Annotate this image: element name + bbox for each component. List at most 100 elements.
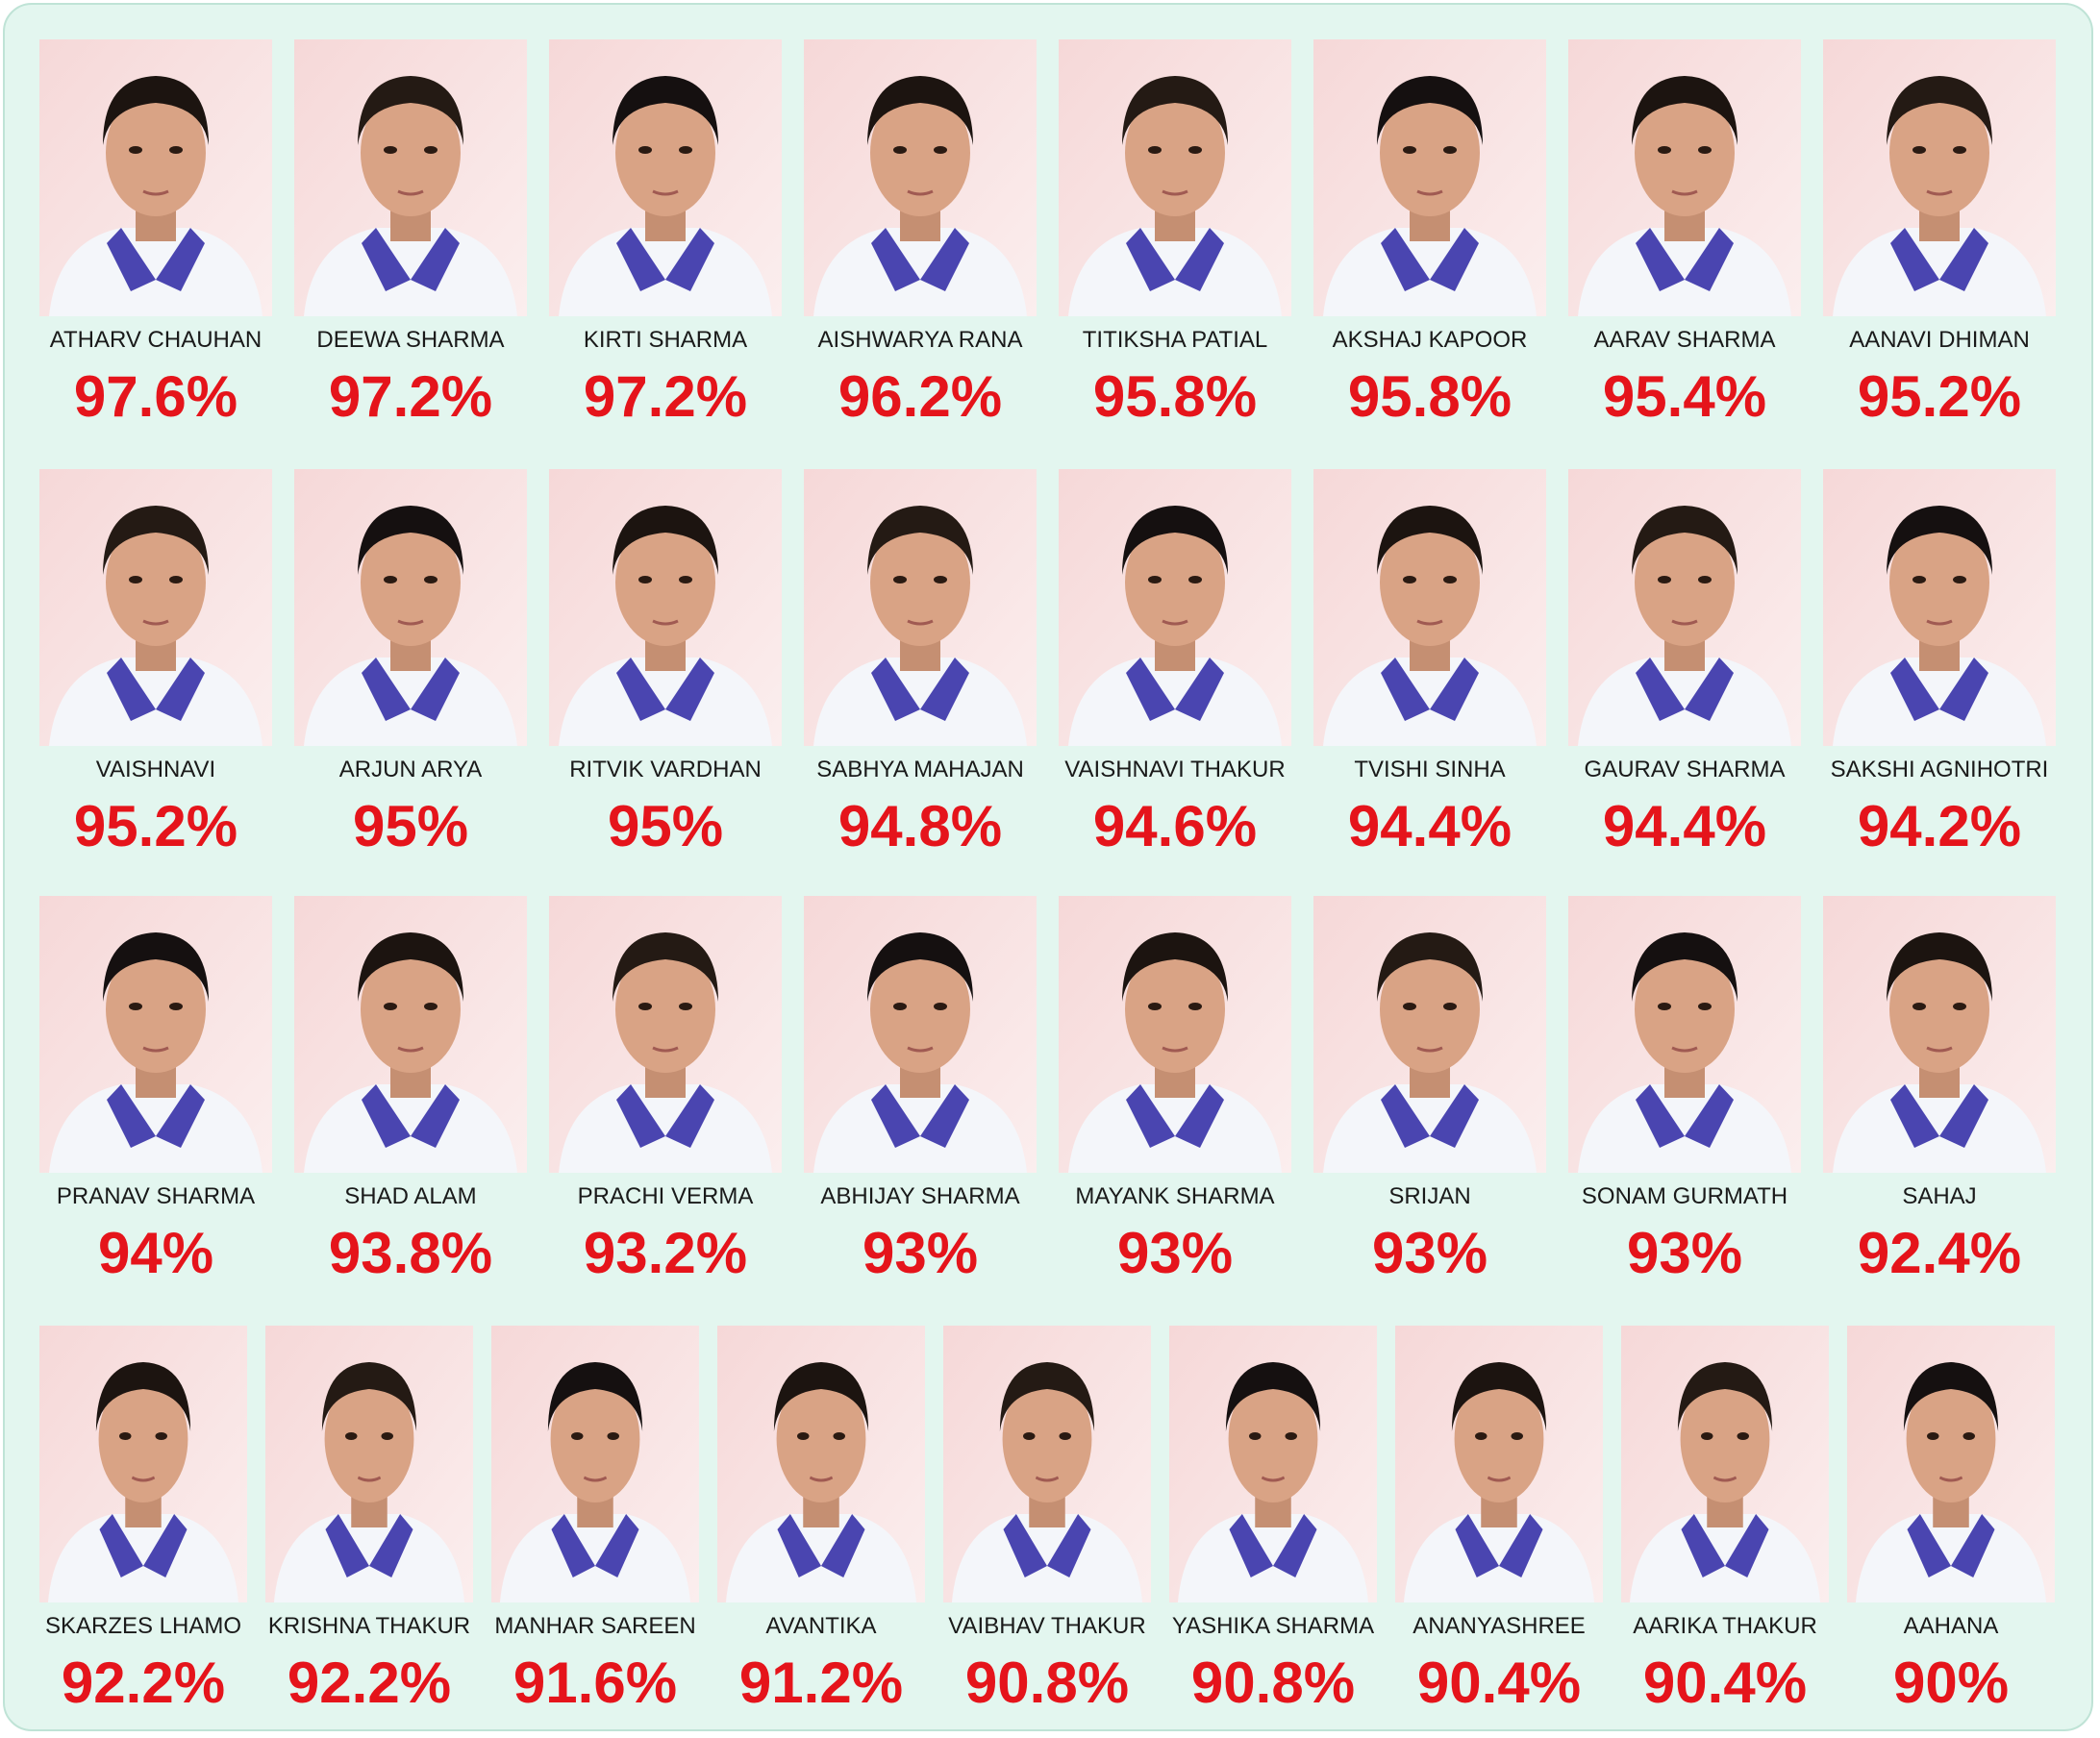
student-photo [491,1326,699,1602]
student-score: 95.2% [1857,364,2022,429]
student-card: AANAVI DHIMAN 95.2% [1823,39,2056,428]
student-card: ATHARV CHAUHAN 97.6% [39,39,272,428]
student-photo [1313,469,1546,746]
student-name: ATHARV CHAUHAN [49,327,262,353]
student-photo [1823,896,2056,1173]
student-score: 97.2% [328,364,493,429]
student-card: VAISHNAVI 95.2% [39,469,272,857]
student-photo [1823,469,2056,746]
student-card: SKARZES LHAMO 92.2% [39,1326,247,1714]
student-name: GAURAV SHARMA [1584,757,1786,782]
student-card: VAIBHAV THAKUR 90.8% [943,1326,1151,1714]
student-photo [1169,1326,1377,1602]
student-photo [717,1326,925,1602]
student-name: PRACHI VERMA [577,1183,754,1209]
student-photo [1059,39,1291,316]
student-photo [294,896,527,1173]
student-photo [943,1326,1151,1602]
student-score: 94.8% [838,794,1003,858]
student-name: AAHANA [1903,1613,1999,1639]
student-photo [804,896,1037,1173]
student-name: DEEWA SHARMA [316,327,505,353]
student-name: KRISHNA THAKUR [267,1613,471,1639]
student-photo [549,469,782,746]
student-score: 94.4% [1602,794,1767,858]
student-photo [1059,469,1291,746]
student-score: 90.8% [1190,1651,1356,1715]
student-card: AAHANA 90% [1847,1326,2055,1714]
student-score: 92.2% [287,1651,452,1715]
student-card: PRACHI VERMA 93.2% [549,896,782,1284]
student-score: 92.2% [61,1651,226,1715]
student-card: AVANTIKA 91.2% [717,1326,925,1714]
student-name: MANHAR SAREEN [494,1613,696,1639]
student-score: 94% [97,1221,214,1285]
student-score: 93.8% [328,1221,493,1285]
student-name: KIRTI SHARMA [583,327,748,353]
student-score: 93% [862,1221,979,1285]
student-name: SHAD ALAM [344,1183,477,1209]
student-name: TVISHI SINHA [1354,757,1506,782]
student-photo [1621,1326,1829,1602]
student-name: SKARZES LHAMO [44,1613,242,1639]
student-score: 95.8% [1092,364,1258,429]
student-name: AANAVI DHIMAN [1849,327,2030,353]
student-name: RITVIK VARDHAN [569,757,762,782]
student-card: TITIKSHA PATIAL 95.8% [1059,39,1291,428]
student-card: SRIJAN 93% [1313,896,1546,1284]
student-score: 95.4% [1602,364,1767,429]
student-name: MAYANK SHARMA [1075,1183,1275,1209]
student-score: 94.6% [1092,794,1258,858]
student-photo [804,39,1037,316]
student-score: 92.4% [1857,1221,2022,1285]
student-score: 95% [352,794,469,858]
student-score: 97.6% [73,364,238,429]
student-score: 95.8% [1347,364,1512,429]
student-score: 90% [1892,1651,2010,1715]
results-board: ATHARV CHAUHAN 97.6% DEEWA SHARMA 97.2% KIRT… [3,3,2093,1731]
student-score: 93% [1371,1221,1488,1285]
student-photo [1059,896,1291,1173]
student-card: AKSHAJ KAPOOR 95.8% [1313,39,1546,428]
student-name: PRANAV SHARMA [56,1183,256,1209]
student-name: SABHYA MAHAJAN [816,757,1024,782]
student-score: 97.2% [583,364,748,429]
student-score: 91.2% [738,1651,904,1715]
student-name: ARJUN ARYA [338,757,483,782]
student-score: 96.2% [838,364,1003,429]
student-photo [265,1326,473,1602]
student-photo [1823,39,2056,316]
student-photo [1313,896,1546,1173]
student-photo [549,896,782,1173]
student-card: RITVIK VARDHAN 95% [549,469,782,857]
student-card: ANANYASHREE 90.4% [1395,1326,1603,1714]
student-score: 93% [1626,1221,1743,1285]
student-name: YASHIKA SHARMA [1171,1613,1375,1639]
student-card: MAYANK SHARMA 93% [1059,896,1291,1284]
student-score: 91.6% [512,1651,678,1715]
student-name: SAKSHI AGNIHOTRI [1830,757,2049,782]
student-score: 95.2% [73,794,238,858]
student-score: 93% [1116,1221,1234,1285]
student-photo [549,39,782,316]
student-score: 90.4% [1642,1651,1808,1715]
student-name: ABHIJAY SHARMA [820,1183,1020,1209]
student-name: VAISHNAVI THAKUR [1064,757,1286,782]
student-card: AARIKA THAKUR 90.4% [1621,1326,1829,1714]
student-name: SRIJAN [1388,1183,1471,1209]
student-card: VAISHNAVI THAKUR 94.6% [1059,469,1291,857]
student-card: ABHIJAY SHARMA 93% [804,896,1037,1284]
student-name: ANANYASHREE [1412,1613,1586,1639]
student-name: VAISHNAVI [95,757,216,782]
student-card: SABHYA MAHAJAN 94.8% [804,469,1037,857]
student-name: AARIKA THAKUR [1633,1613,1817,1639]
student-name: AISHWARYA RANA [817,327,1023,353]
student-photo [1313,39,1546,316]
student-photo [1568,896,1801,1173]
student-score: 93.2% [583,1221,748,1285]
student-score: 95% [607,794,724,858]
student-score: 90.4% [1416,1651,1582,1715]
student-name: AARAV SHARMA [1593,327,1776,353]
student-card: GAURAV SHARMA 94.4% [1568,469,1801,857]
student-photo [39,896,272,1173]
